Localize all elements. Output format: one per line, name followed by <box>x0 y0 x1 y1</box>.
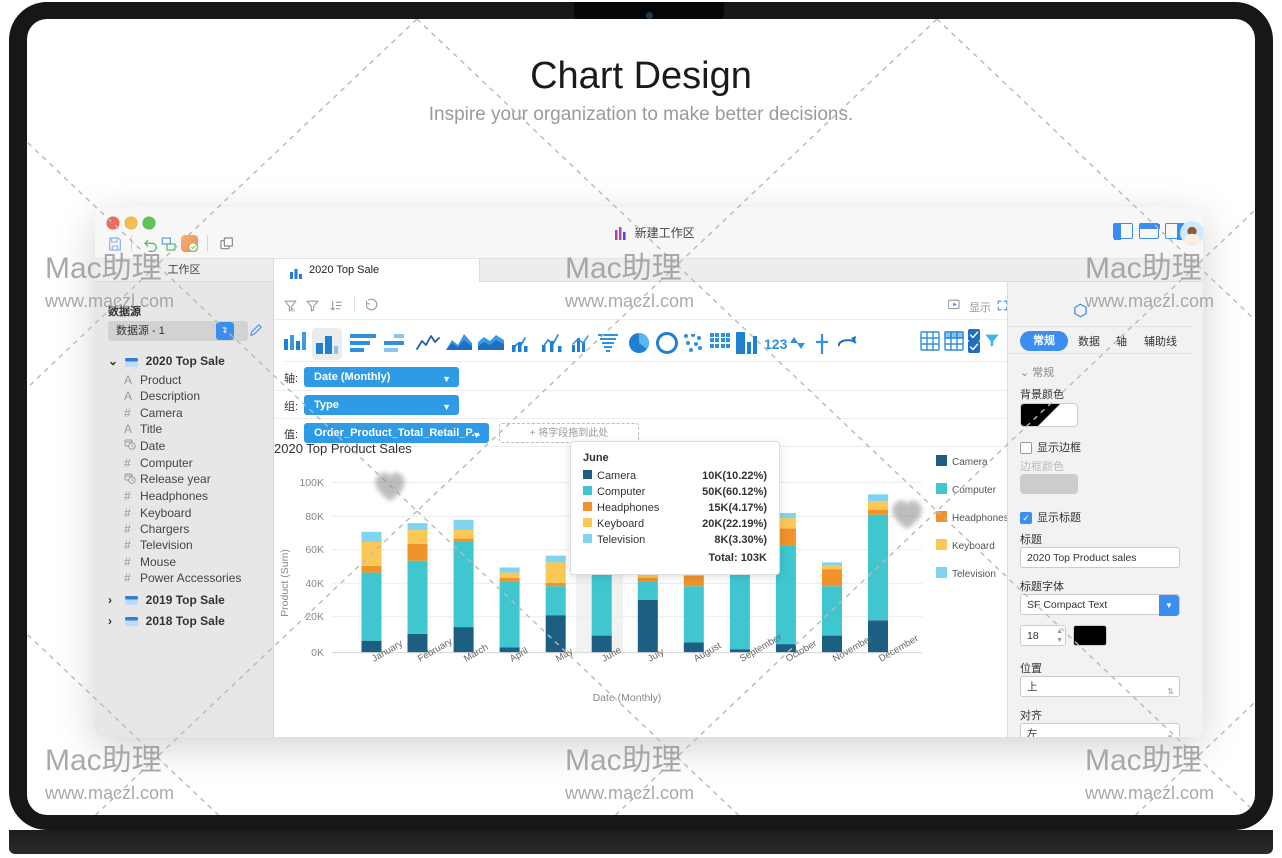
svg-text:60K: 60K <box>305 544 324 556</box>
svg-text:80K: 80K <box>305 511 324 523</box>
svg-text:20K: 20K <box>305 611 324 623</box>
svg-text:B: B <box>292 307 295 312</box>
svg-text:0K: 0K <box>311 647 324 659</box>
svg-text:40K: 40K <box>305 578 324 590</box>
svg-text:Date (Monthly): Date (Monthly) <box>593 692 662 704</box>
svg-text:100K: 100K <box>299 477 324 489</box>
svg-text:Product (Sum): Product (Sum) <box>279 549 291 617</box>
